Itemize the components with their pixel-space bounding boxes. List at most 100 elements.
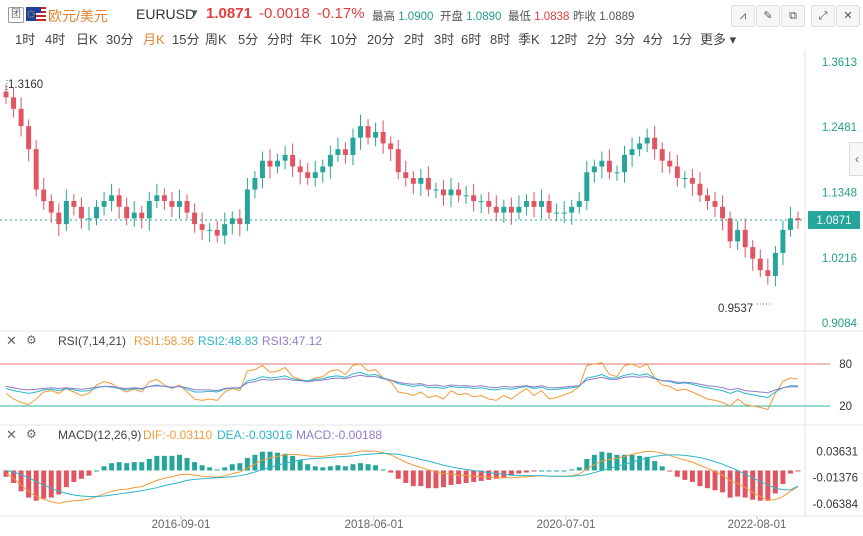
tab-8[interactable]: 分时 <box>267 32 294 47</box>
close-icon[interactable]: ✕ <box>836 5 860 27</box>
macd-bar-99 <box>750 470 756 500</box>
candle-body-88 <box>667 160 673 167</box>
candle-body-55 <box>418 178 424 184</box>
macd-bar-33 <box>252 454 258 471</box>
candle-body-103 <box>780 229 786 253</box>
candle-body-4 <box>33 149 39 190</box>
candle-body-22 <box>169 201 175 207</box>
macd-bar-61 <box>463 470 469 483</box>
indicator-icon[interactable]: ⩘ <box>731 5 755 27</box>
candle-body-104 <box>787 218 793 230</box>
candle-body-75 <box>569 206 575 213</box>
price-change-pct: -0.17% <box>317 5 365 22</box>
fullscreen-icon[interactable]: ⤢ <box>811 5 835 27</box>
tab-3[interactable]: 30分 <box>106 32 134 47</box>
macd-bar-26 <box>199 465 205 471</box>
tab-4[interactable]: 月K <box>143 32 165 47</box>
candle-body-52 <box>395 149 401 173</box>
macd-bar-59 <box>448 470 454 486</box>
tab-22[interactable]: 更多 ▾ <box>700 32 737 47</box>
tab-1[interactable]: 4时 <box>45 32 66 47</box>
macd-bar-85 <box>644 456 650 471</box>
tab-12[interactable]: 2时 <box>404 32 425 47</box>
close-rsi-icon[interactable]: ✕ <box>6 333 17 348</box>
tab-18[interactable]: 2分 <box>587 32 608 47</box>
tab-2[interactable]: 日K <box>76 32 98 47</box>
macd-bar-39 <box>297 460 303 471</box>
macd-bar-96 <box>727 470 733 498</box>
macd-bar-88 <box>667 470 673 472</box>
candle-body-77 <box>584 172 590 202</box>
macd-bar-77 <box>584 458 590 471</box>
tab-14[interactable]: 6时 <box>461 32 482 47</box>
macd-bar-72 <box>546 470 552 472</box>
lock-icon[interactable]: 团 <box>8 7 24 23</box>
drawing-tools-icon[interactable]: ⧉ <box>781 5 805 27</box>
candle-body-51 <box>388 143 394 150</box>
candle-body-28 <box>214 229 220 236</box>
price-tick-3: 1.0216 <box>822 253 857 265</box>
candle-body-29 <box>222 224 228 236</box>
tab-15[interactable]: 8时 <box>490 32 511 47</box>
macd-bar-104 <box>787 470 793 474</box>
candle-body-90 <box>682 178 688 180</box>
candle-body-2 <box>18 108 24 127</box>
macd-bar-49 <box>373 465 379 471</box>
macd-bar-62 <box>471 470 477 482</box>
macd-bar-58 <box>440 470 446 488</box>
macd-bar-46 <box>350 464 356 471</box>
price-tick-0: 1.3613 <box>822 57 857 69</box>
candle-body-56 <box>425 178 431 190</box>
collapse-panel-button[interactable]: ‹ <box>849 142 863 176</box>
tab-19[interactable]: 3分 <box>615 32 636 47</box>
tab-6[interactable]: 周K <box>205 32 227 47</box>
candle-body-81 <box>614 172 620 174</box>
macd-settings-icon[interactable]: ⚙ <box>26 427 37 441</box>
candle-body-94 <box>712 201 718 207</box>
tab-17[interactable]: 12时 <box>550 32 578 47</box>
price-tick-2: 1.1348 <box>822 188 857 200</box>
symbol-dropdown-icon[interactable]: ▾ <box>192 7 198 19</box>
rsi-settings-icon[interactable]: ⚙ <box>26 333 37 347</box>
tab-0[interactable]: 1时 <box>15 32 36 47</box>
tab-20[interactable]: 4分 <box>643 32 664 47</box>
macd-bar-56 <box>425 470 431 489</box>
tab-11[interactable]: 20分 <box>367 32 395 47</box>
tab-13[interactable]: 3时 <box>434 32 455 47</box>
macd-bar-67 <box>508 470 514 476</box>
candle-body-95 <box>720 206 726 219</box>
macd-bar-40 <box>305 464 311 471</box>
macd-bar-91 <box>689 470 695 482</box>
candle-body-47 <box>358 126 364 138</box>
tab-9[interactable]: 年K <box>300 32 322 47</box>
candle-body-40 <box>305 172 311 179</box>
macd-bar-32 <box>244 457 250 471</box>
open-value: 1.0890 <box>466 11 502 23</box>
draw-pencil-icon[interactable]: ✎ <box>756 5 780 27</box>
macd-bar-80 <box>606 452 612 471</box>
macd-bar-17 <box>131 462 137 471</box>
close-macd-icon[interactable]: ✕ <box>6 427 17 442</box>
macd-bar-27 <box>207 467 213 471</box>
candle-body-105 <box>795 218 801 221</box>
macd-bar-4 <box>33 470 39 501</box>
symbol-code[interactable]: EURUSD <box>136 6 196 22</box>
prev-close-stat: 昨收 1.0889 <box>573 8 634 24</box>
rsi-title: RSI(7,14,21) <box>58 334 127 348</box>
candle-body-0 <box>3 91 9 98</box>
tab-16[interactable]: 季K <box>518 32 540 47</box>
macd-bar-11 <box>86 470 92 476</box>
macd-bar-87 <box>659 466 665 471</box>
macd-bar-41 <box>312 466 318 471</box>
candle-body-54 <box>410 178 416 184</box>
low-value: 1.0838 <box>534 11 570 23</box>
price-tick-1: 1.2481 <box>822 122 857 134</box>
dea-value: DEA:-0.03016 <box>217 428 293 442</box>
macd-bar-86 <box>652 461 658 471</box>
tab-5[interactable]: 15分 <box>172 32 200 47</box>
macd-bar-45 <box>342 466 348 471</box>
tab-7[interactable]: 5分 <box>238 32 259 47</box>
tab-21[interactable]: 1分 <box>672 32 693 47</box>
tab-10[interactable]: 10分 <box>330 32 358 47</box>
